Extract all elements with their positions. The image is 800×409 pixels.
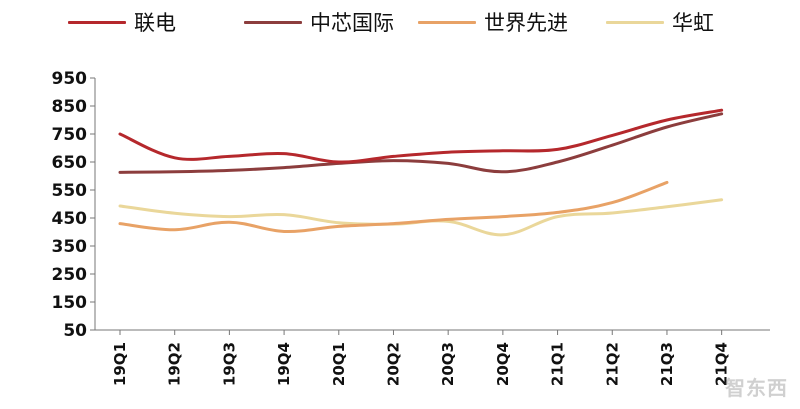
x-tick-label: 19Q1 [111,342,129,386]
x-tick-label: 21Q2 [603,342,621,386]
legend-swatch-vis [418,20,476,24]
x-tick-label: 20Q4 [494,342,512,386]
x-tick-label: 19Q4 [275,342,293,386]
y-tick-label: 150 [52,293,88,313]
y-tick-label: 750 [52,125,88,145]
y-tick-label: 250 [52,265,88,285]
x-tick-label: 19Q3 [220,342,238,386]
series-line-umc [118,108,724,164]
legend-swatch-huahong [606,20,664,24]
legend-item-smic: 中芯国际 [244,8,394,36]
x-tick-label: 19Q2 [166,342,184,386]
series-line-smic [118,112,724,174]
y-tick-label: 350 [52,237,88,257]
x-tick-label: 21Q4 [713,342,731,386]
legend: 联电 中芯国际 世界先进 华虹 [0,0,800,44]
x-tick-label: 21Q3 [658,342,676,386]
y-tick-label: 650 [52,153,88,173]
x-tick-label: 20Q1 [330,342,348,386]
y-tick-label: 950 [52,69,88,89]
watermark: 智东西 [725,376,788,400]
legend-label-umc: 联电 [134,11,176,35]
legend-label-huahong: 华虹 [672,11,714,35]
y-tick-label: 850 [52,97,88,117]
y-tick-label: 550 [52,181,88,201]
legend-swatch-smic [244,20,302,24]
legend-item-vis: 世界先进 [418,8,568,36]
y-tick-label: 450 [52,209,88,229]
x-tick-label: 21Q1 [549,342,567,386]
legend-item-huahong: 华虹 [606,8,714,36]
legend-label-smic: 中芯国际 [310,11,394,35]
x-tick-label: 20Q3 [439,342,457,386]
legend-item-umc: 联电 [68,8,176,36]
y-tick-label: 50 [63,321,87,341]
series-line-huahong [118,198,724,237]
x-tick-label: 20Q2 [384,342,402,386]
legend-label-vis: 世界先进 [484,11,568,35]
legend-swatch-umc [68,20,126,24]
series-line-vis [118,180,669,233]
